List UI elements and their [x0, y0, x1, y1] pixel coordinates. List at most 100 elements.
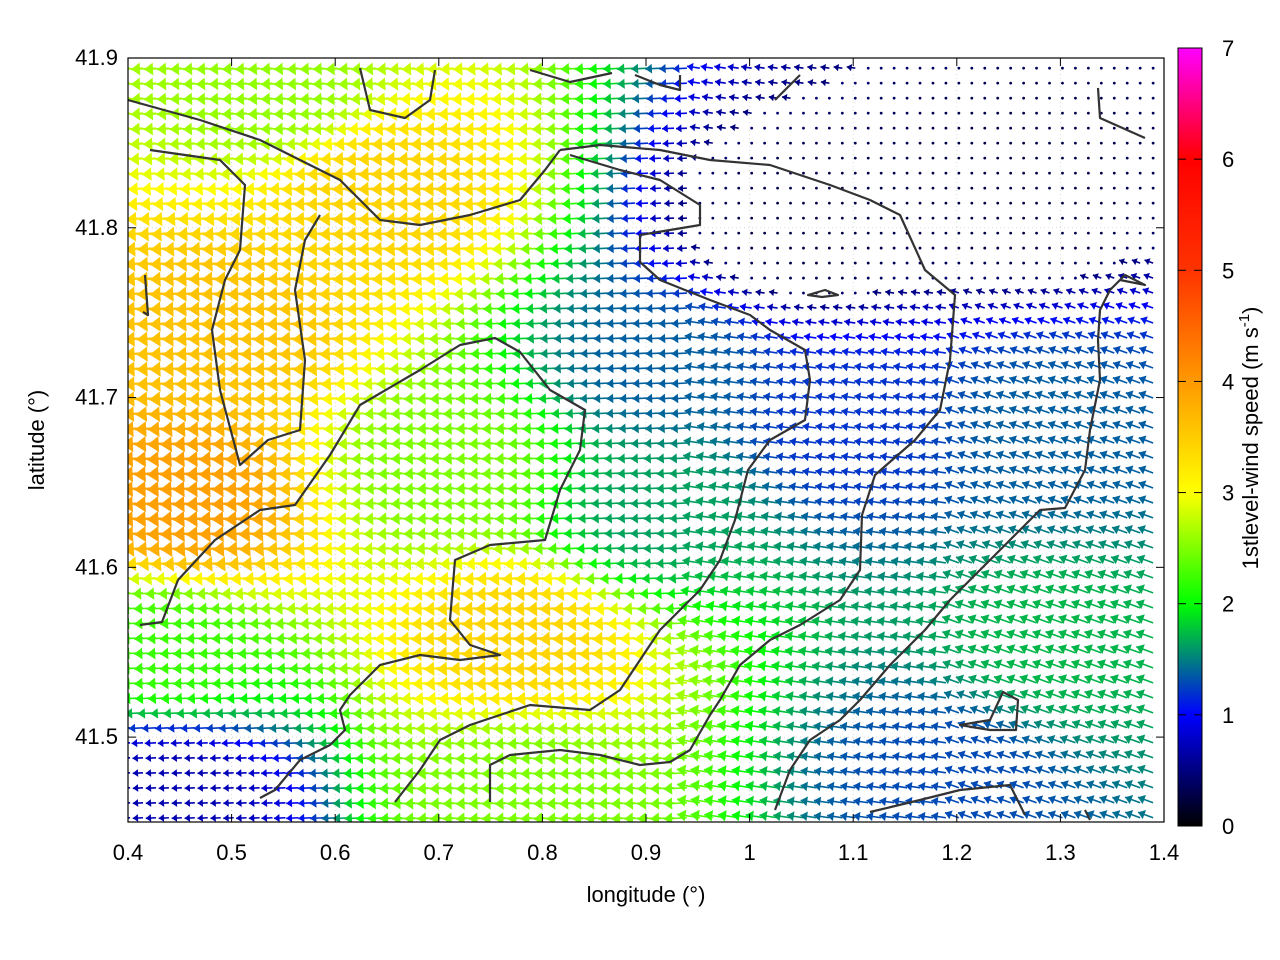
- wind-vector-head: [482, 407, 492, 420]
- wind-vector-head: [160, 647, 169, 660]
- wind-vector-head: [1084, 629, 1093, 640]
- wind-vector-head: [185, 662, 195, 675]
- wind-vector-head: [682, 511, 691, 522]
- wind-vector-head: [564, 483, 572, 494]
- wind-vector-head: [994, 689, 1003, 700]
- wind-vector-head: [695, 511, 704, 522]
- wind-vector-head: [696, 451, 704, 462]
- wind-vector-head: [377, 512, 387, 526]
- wind-vector-head: [1045, 644, 1055, 655]
- wind-vector-head: [336, 407, 347, 421]
- wind-vector-head: [688, 674, 699, 687]
- wind-vector-head: [266, 421, 278, 437]
- wind-vector-head: [108, 481, 120, 497]
- wind-vector-head: [507, 737, 517, 750]
- wind-vector-head: [851, 646, 860, 657]
- wind-vector-head: [1072, 734, 1081, 745]
- wind-vector-head: [723, 377, 731, 387]
- wind-vector-head: [676, 734, 686, 747]
- wind-vector-head: [749, 377, 758, 387]
- wind-vector-head: [996, 435, 1005, 445]
- wind-vector-head: [212, 436, 225, 453]
- wind-vector-head: [931, 467, 939, 477]
- wind-vector-head: [580, 363, 588, 374]
- wind-vector-head: [669, 453, 678, 464]
- wind-vector-head: [604, 543, 612, 554]
- wind-vector-head: [132, 587, 142, 600]
- wind-vector-head: [119, 754, 125, 762]
- wind-vector-head: [1060, 765, 1069, 775]
- wind-vector-head: [825, 556, 834, 567]
- wind-vector-head: [175, 346, 187, 362]
- wind-vector-head: [429, 362, 439, 376]
- wind-vector-head: [172, 602, 182, 615]
- wind-vector-head: [546, 797, 556, 810]
- wind-vector-head: [224, 617, 233, 630]
- wind-vector-head: [120, 784, 125, 792]
- wind-vector-head: [1136, 569, 1146, 580]
- wind-vector-head: [970, 795, 979, 805]
- wind-vector-head: [239, 421, 251, 437]
- wind-vector-head: [367, 797, 376, 810]
- wind-vector-head: [1112, 420, 1121, 430]
- wind-vector-head: [351, 497, 361, 511]
- wind-vector-head: [1047, 750, 1056, 760]
- wind-vector-head: [644, 438, 652, 449]
- wind-vector-head: [731, 735, 740, 747]
- wind-vector-head: [890, 616, 898, 627]
- wind-vector-head: [1112, 810, 1121, 820]
- wind-vector-head: [250, 647, 260, 660]
- wind-vector-head: [478, 706, 489, 721]
- wind-vector-head: [468, 797, 478, 810]
- wind-vector-head: [721, 496, 730, 507]
- wind-vector-head: [147, 662, 156, 675]
- wind-vector-head: [1073, 510, 1082, 520]
- wind-vector-head: [423, 631, 435, 647]
- wind-vector-head: [522, 512, 531, 525]
- wind-vector-head: [892, 751, 900, 762]
- wind-vector-head: [744, 720, 754, 732]
- wind-vector-head: [1045, 689, 1055, 700]
- wind-vector-head: [185, 511, 198, 528]
- wind-vector-head: [864, 661, 873, 672]
- wind-vector-head: [132, 784, 139, 792]
- wind-vector-head: [552, 646, 564, 662]
- wind-vector-head: [474, 616, 486, 632]
- wind-vector-head: [323, 587, 334, 601]
- wind-vector-head: [1009, 750, 1018, 760]
- wind-vector-head: [318, 722, 326, 734]
- wind-vector-head: [721, 526, 730, 537]
- wind-vector-head: [145, 814, 152, 822]
- wind-vector-head: [758, 600, 768, 612]
- wind-vector-head: [1110, 674, 1119, 685]
- wind-vector-head: [684, 391, 692, 402]
- wind-vector-head: [168, 723, 175, 733]
- wind-vector-head: [772, 600, 781, 612]
- wind-vector-head: [904, 691, 912, 702]
- wind-vector-head: [197, 799, 204, 807]
- wind-vector-head: [280, 391, 292, 407]
- wind-vector-head: [864, 646, 873, 657]
- wind-vector-head: [308, 541, 319, 556]
- wind-vector-head: [839, 691, 847, 702]
- wind-vector-head: [454, 722, 464, 736]
- wind-vector-head: [667, 587, 676, 599]
- wind-vector-head: [945, 780, 953, 790]
- wind-vector-head: [337, 482, 347, 496]
- wind-vector-head: [967, 629, 977, 640]
- wind-vector-head: [526, 616, 538, 632]
- wind-vector-head: [521, 482, 531, 495]
- wind-vector-head: [350, 662, 361, 676]
- wind-vector-head: [338, 647, 348, 661]
- wind-vector-head: [918, 377, 926, 387]
- wind-vector-head: [800, 541, 808, 552]
- wind-vector-head: [96, 481, 108, 497]
- wind-vector-head: [578, 646, 590, 662]
- wind-vector-head: [683, 436, 692, 447]
- wind-vector-head: [731, 720, 740, 732]
- wind-vector-head: [188, 361, 200, 377]
- wind-vector-head: [298, 602, 309, 616]
- wind-vector-head: [585, 797, 595, 810]
- wind-vector-head: [186, 436, 198, 453]
- wind-vector-head: [456, 407, 465, 420]
